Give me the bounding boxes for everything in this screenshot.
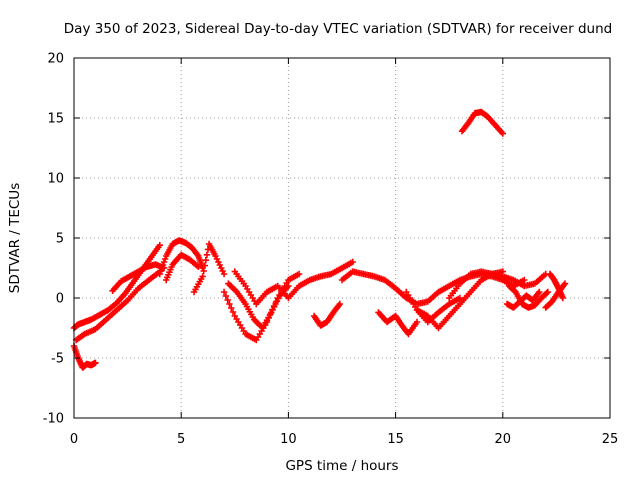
grid	[74, 58, 610, 418]
series-arc-H	[220, 270, 303, 344]
y-tick-label: 10	[47, 172, 64, 187]
y-tick-label: 15	[47, 112, 64, 127]
x-axis-label: GPS time / hours	[285, 458, 398, 474]
chart-title: Day 350 of 2023, Sidereal Day-to-day VTE…	[64, 21, 612, 37]
x-tick-label: 20	[495, 432, 512, 447]
data-point	[543, 289, 550, 297]
data-point	[295, 270, 303, 278]
y-tick-label: -5	[51, 352, 64, 367]
y-tick-label: -10	[43, 412, 64, 427]
series-arc-K	[310, 300, 344, 329]
series-arc-P	[446, 268, 549, 302]
series-arc-R	[506, 282, 552, 311]
data-point	[156, 270, 163, 278]
data-point	[156, 242, 163, 249]
data-point	[559, 294, 567, 302]
data-point	[336, 300, 344, 308]
x-tick-label: 10	[280, 432, 297, 447]
x-axis-ticks: 0 5 10 15 20 25	[70, 58, 618, 447]
x-tick-label: 15	[387, 432, 404, 447]
data-point	[226, 300, 233, 308]
x-tick-label: 5	[177, 432, 185, 447]
x-tick-label: 0	[70, 432, 78, 447]
data-point	[349, 258, 356, 266]
data-point	[228, 304, 235, 312]
data-point	[413, 318, 421, 326]
y-axis-label: SDTVAR / TECUs	[7, 183, 23, 293]
data-point	[159, 261, 167, 269]
y-tick-label: 5	[56, 232, 64, 247]
series-arc-B	[70, 342, 99, 371]
data-point	[499, 130, 506, 137]
data-point	[229, 308, 237, 316]
data-point	[285, 282, 292, 290]
data-point	[161, 255, 169, 263]
data-point	[456, 294, 464, 302]
y-axis-ticks: -10 -5 0 5 10 15 20	[43, 52, 610, 427]
data-point	[160, 258, 168, 266]
data-point	[224, 296, 231, 304]
data-point	[201, 262, 208, 269]
data-points	[70, 108, 569, 371]
data-point	[220, 288, 228, 296]
series-arc-J	[231, 258, 356, 308]
data-point	[202, 257, 210, 264]
series-arc-E	[156, 237, 206, 278]
data-point	[561, 280, 569, 287]
series-arc-D	[109, 261, 168, 294]
series-arc-O	[413, 268, 506, 332]
series-arc-M	[375, 309, 421, 338]
data-point	[92, 359, 99, 366]
series-arc-F	[162, 251, 202, 284]
data-point	[199, 273, 206, 280]
data-point	[536, 288, 543, 296]
data-point	[157, 267, 165, 275]
data-point	[203, 251, 211, 258]
series-arc-U	[458, 108, 506, 137]
series-arc-G	[190, 240, 228, 296]
series-arc-T	[546, 270, 567, 302]
data-point	[200, 267, 207, 275]
data-point	[220, 270, 228, 278]
data-point	[158, 264, 166, 272]
y-tick-label: 0	[56, 292, 64, 307]
series-arc-C	[72, 268, 163, 344]
data-point	[195, 263, 202, 270]
data-point	[222, 292, 230, 300]
y-tick-label: 20	[47, 52, 64, 67]
data-point	[521, 276, 528, 284]
x-tick-label: 25	[602, 432, 619, 447]
data-point	[544, 288, 552, 296]
